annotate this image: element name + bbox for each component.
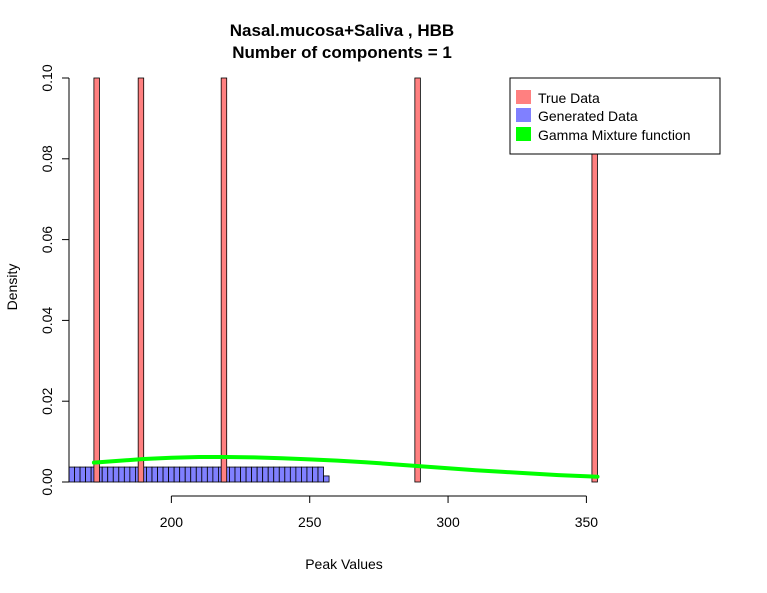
generated-data-bar <box>173 466 181 483</box>
generated-data-bar <box>68 466 75 483</box>
generated-data-bar <box>240 466 247 483</box>
generated-data-bar <box>206 466 214 483</box>
x-tick-label: 300 <box>436 514 460 530</box>
generated-data-bar <box>74 466 81 483</box>
chart-subtitle: Number of components = 1 <box>232 43 452 62</box>
generated-data-bar <box>79 466 87 483</box>
generated-data-bar <box>201 466 208 483</box>
y-tick-label: 0.04 <box>39 307 55 334</box>
x-tick-label: 250 <box>298 514 322 530</box>
generated-data-bar <box>118 466 125 483</box>
x-tick-label: 350 <box>575 514 599 530</box>
legend: True Data Generated Data Gamma Mixture f… <box>509 77 721 155</box>
generated-data-bar <box>301 466 308 483</box>
generated-data-bar <box>295 466 302 483</box>
generated-data-bar <box>123 466 131 483</box>
gamma-mixture-curve <box>91 455 600 479</box>
generated-data-bar <box>245 466 253 483</box>
chart-title: Nasal.mucosa+Saliva , HBB <box>230 21 454 40</box>
x-tick-label: 200 <box>160 514 184 530</box>
generated-data-bar <box>168 466 175 483</box>
true-data-bars <box>93 77 598 483</box>
legend-swatch-true-data <box>516 90 531 104</box>
generated-data-bar <box>289 466 297 483</box>
generated-data-bar <box>146 466 153 483</box>
generated-data-bar <box>317 466 324 483</box>
y-axis-label: Density <box>4 264 20 311</box>
generated-data-bar <box>129 466 136 483</box>
generated-data-bars <box>68 466 330 483</box>
generated-data-bar <box>262 466 269 483</box>
generated-data-bar <box>323 475 330 483</box>
generated-data-bar <box>306 466 313 483</box>
y-axis: 0.00 0.02 0.04 0.06 0.08 0.10 <box>39 64 70 496</box>
generated-data-bar <box>162 466 170 483</box>
y-tick-label: 0.00 <box>39 468 55 495</box>
generated-data-bar <box>157 466 164 483</box>
generated-data-bar <box>101 466 109 483</box>
legend-label-generated-data: Generated Data <box>538 108 638 124</box>
legend-box <box>509 77 721 155</box>
true-data-bar <box>93 77 100 483</box>
generated-data-bar <box>195 466 203 483</box>
true-data-bar <box>137 77 145 483</box>
generated-data-bar <box>278 466 286 483</box>
generated-data-bar <box>179 466 186 483</box>
y-tick-label: 0.02 <box>39 387 55 414</box>
legend-swatch-generated-data <box>516 108 531 122</box>
generated-data-bar <box>251 466 258 483</box>
generated-data-bar <box>284 466 291 483</box>
generated-data-bar <box>107 466 114 483</box>
generated-data-bar <box>184 466 192 483</box>
y-tick-label: 0.08 <box>39 145 55 172</box>
gamma-curve-layer <box>91 455 600 479</box>
generated-data-bar <box>151 466 158 483</box>
legend-label-true-data: True Data <box>538 90 600 106</box>
generated-data-bar <box>267 466 275 483</box>
generated-data-bar <box>85 466 92 483</box>
true-data-bar <box>220 77 228 483</box>
generated-data-bar <box>234 466 241 483</box>
x-axis-label: Peak Values <box>305 556 383 572</box>
legend-swatch-gamma-mixture <box>516 127 531 141</box>
legend-label-gamma-mixture: Gamma Mixture function <box>538 127 691 143</box>
generated-data-bar <box>273 466 280 483</box>
y-tick-label: 0.06 <box>39 226 55 253</box>
generated-data-bar <box>212 466 219 483</box>
y-tick-label: 0.10 <box>39 64 55 91</box>
generated-data-bar <box>312 466 319 483</box>
generated-data-bar <box>229 466 236 483</box>
generated-data-bar <box>112 466 120 483</box>
generated-data-bar <box>190 466 197 483</box>
x-axis: 200 250 300 350 <box>160 495 599 530</box>
true-data-bar <box>414 77 421 483</box>
generated-data-bar <box>256 466 264 483</box>
